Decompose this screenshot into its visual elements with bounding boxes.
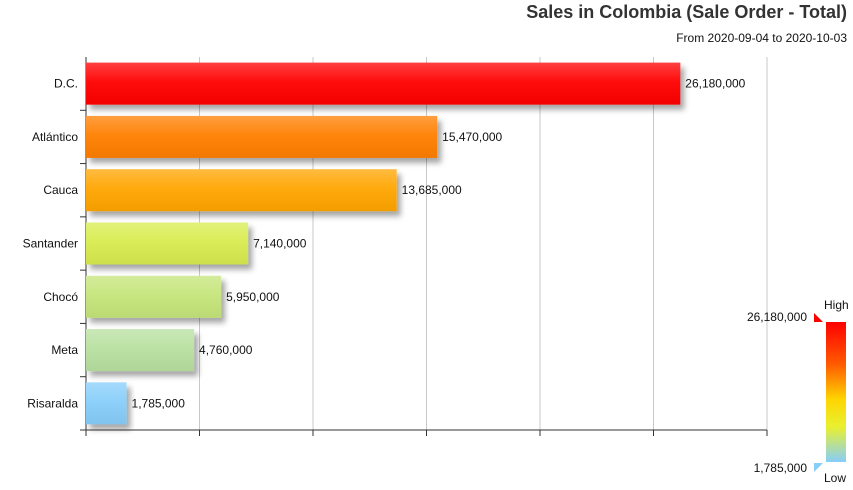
bar-gloss <box>86 382 127 425</box>
bar-gloss <box>86 329 195 372</box>
labels: D.C. 26,180,000 Atlántico 15,470,000 Cauca 13… <box>23 77 746 411</box>
bar-gloss <box>86 62 681 105</box>
bars <box>86 62 681 425</box>
category-label: Atlántico <box>32 130 78 144</box>
value-label: 26,180,000 <box>685 77 745 91</box>
category-label: Risaralda <box>27 396 78 410</box>
category-label: Santander <box>23 237 78 251</box>
legend-low-label: Low <box>824 471 847 485</box>
bar-gloss <box>86 115 438 158</box>
bar-gloss <box>86 169 397 212</box>
value-label: 15,470,000 <box>442 130 502 144</box>
category-label: Cauca <box>43 183 78 197</box>
legend-high-label: High <box>824 298 849 312</box>
category-label: Meta <box>51 343 78 357</box>
legend-max-value: 26,180,000 <box>746 310 807 324</box>
value-label: 7,140,000 <box>253 237 307 251</box>
category-label: Chocó <box>43 290 78 304</box>
value-label: 5,950,000 <box>226 290 280 304</box>
bar-gloss <box>86 275 222 318</box>
value-label: 1,785,000 <box>132 396 186 410</box>
chart-title: Sales in Colombia (Sale Order - Total) <box>526 2 847 22</box>
legend-min-value: 1,785,000 <box>753 461 807 475</box>
value-label: 4,760,000 <box>199 343 253 357</box>
color-scale-legend <box>814 313 846 472</box>
category-label: D.C. <box>54 77 78 91</box>
bar-gloss <box>86 222 249 265</box>
color-scale-bar <box>826 322 846 462</box>
chart-subtitle: From 2020-09-04 to 2020-10-03 <box>676 31 847 45</box>
high-marker <box>814 313 823 322</box>
low-marker <box>814 463 823 472</box>
value-label: 13,685,000 <box>402 183 462 197</box>
